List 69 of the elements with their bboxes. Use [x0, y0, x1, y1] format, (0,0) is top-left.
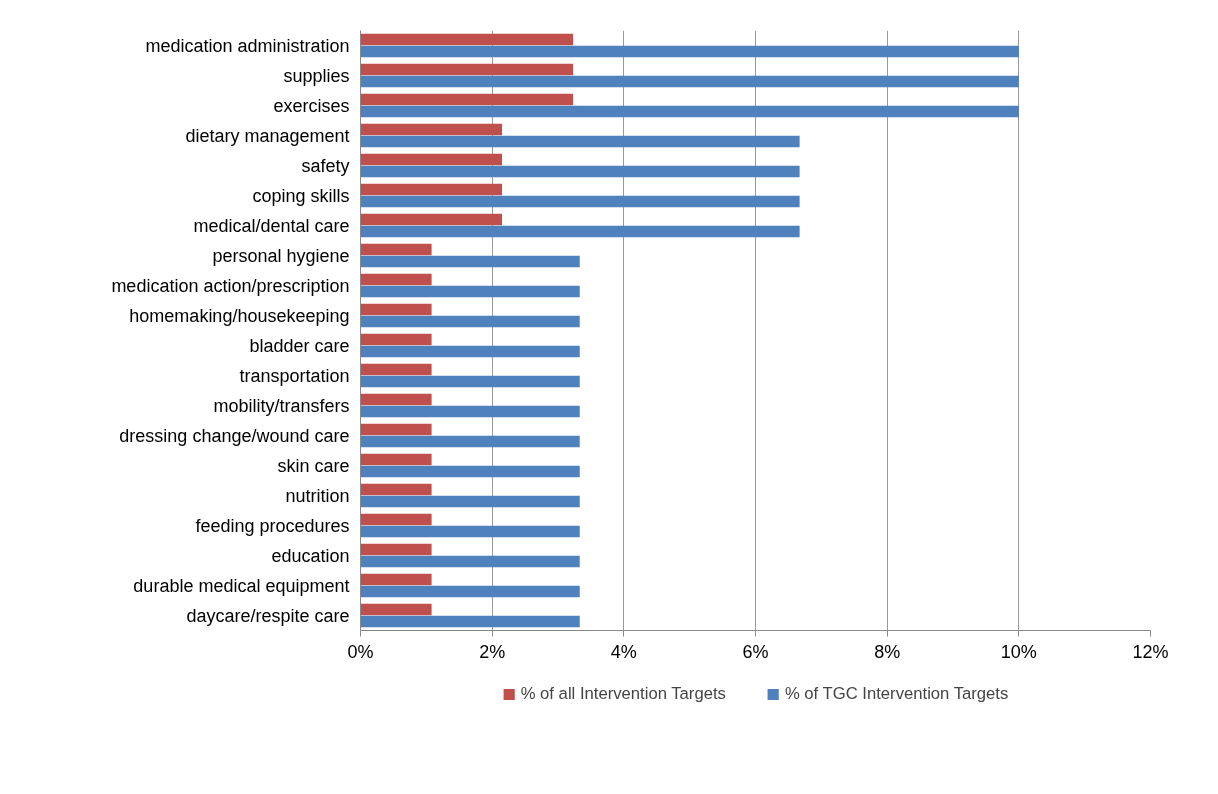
bar: [360, 63, 574, 76]
bar: [360, 45, 1019, 58]
y-tick-label: durable medical equipment: [133, 575, 350, 596]
bar: [360, 603, 432, 616]
bar: [360, 105, 1019, 118]
bar: [360, 303, 432, 316]
legend-label: % of TGC Intervention Targets: [784, 684, 1009, 704]
bar: [360, 213, 503, 226]
x-tick-label: 0%: [347, 641, 374, 662]
bar: [360, 513, 432, 526]
bar: [360, 483, 432, 496]
bar: [360, 405, 580, 418]
bar: [360, 375, 580, 388]
y-tick-label: feeding procedures: [195, 515, 350, 536]
x-tick-label: 12%: [1132, 641, 1169, 662]
bar: [360, 243, 432, 256]
bar: [360, 393, 432, 406]
bar: [360, 435, 580, 448]
x-tick-label: 8%: [874, 641, 901, 662]
y-tick-label: safety: [301, 155, 350, 176]
bar: [360, 615, 580, 628]
y-tick-label: transportation: [239, 365, 350, 386]
bar: [360, 363, 432, 376]
y-tick-label: dietary management: [185, 125, 350, 146]
bar: [360, 153, 503, 166]
y-tick-label: homemaking/housekeeping: [129, 305, 350, 326]
bar: [360, 135, 800, 148]
y-tick-label: daycare/respite care: [186, 605, 350, 626]
bar: [360, 525, 580, 538]
bar: [360, 573, 432, 586]
y-tick-label: mobility/transfers: [213, 395, 350, 416]
y-tick-label: nutrition: [285, 485, 350, 506]
y-tick-label: dressing change/wound care: [119, 425, 350, 446]
bar: [360, 585, 580, 598]
y-tick-label: supplies: [283, 65, 350, 86]
x-tick-label: 4%: [610, 641, 637, 662]
bar: [360, 465, 580, 478]
y-tick-label: bladder care: [249, 335, 350, 356]
bar: [360, 93, 574, 106]
bar: [360, 315, 580, 328]
x-tick-label: 2%: [479, 641, 506, 662]
bar: [360, 75, 1019, 88]
y-tick-label: skin care: [277, 455, 350, 476]
y-tick-label: medical/dental care: [193, 215, 350, 236]
y-tick-label: medication action/prescription: [111, 275, 350, 296]
bar: [360, 423, 432, 436]
bar: [360, 345, 580, 358]
bar: [360, 183, 503, 196]
y-tick-label: exercises: [273, 95, 350, 116]
bar: [360, 255, 580, 268]
y-tick-label: coping skills: [252, 185, 350, 206]
bar: [360, 333, 432, 346]
legend-label: % of all Intervention Targets: [520, 684, 726, 704]
bar: [360, 165, 800, 178]
x-tick-label: 6%: [742, 641, 769, 662]
bar: [360, 543, 432, 556]
bar: [360, 555, 580, 568]
bar: [360, 453, 432, 466]
x-tick-label: 10%: [1000, 641, 1037, 662]
y-tick-label: medication administration: [145, 35, 350, 56]
bar: [360, 495, 580, 508]
bar: [360, 273, 432, 286]
bar: [360, 33, 574, 46]
bar: [360, 285, 580, 298]
y-tick-label: personal hygiene: [212, 245, 350, 266]
bar: [360, 195, 800, 208]
y-tick-label: education: [271, 545, 350, 566]
bar: [360, 123, 503, 136]
bar: [360, 225, 800, 238]
